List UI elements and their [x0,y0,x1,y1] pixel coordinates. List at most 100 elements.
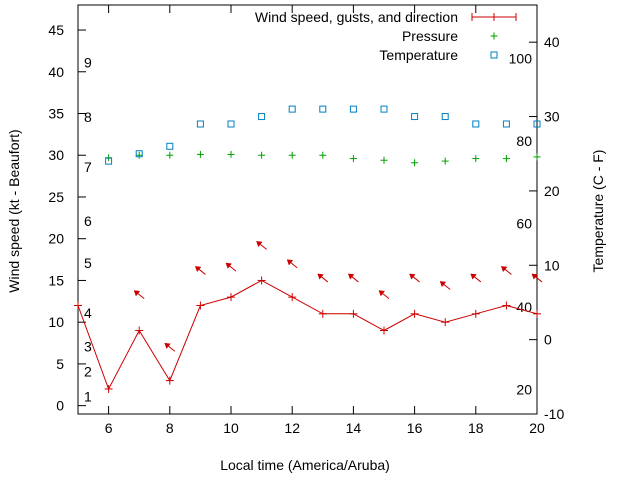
wind-direction-arrow [225,262,237,272]
wind-speed-point [74,301,82,310]
wind-direction-arrow [133,290,145,300]
pressure-point [288,151,296,159]
wind-speed-point [104,384,113,393]
beaufort-label: 3 [84,338,92,354]
fahrenheit-label: 100 [509,51,533,67]
wind-direction-arrow [348,273,359,283]
x-tick-label: 14 [346,420,362,436]
wind-speed-line [77,279,538,391]
legend-mark-pressure [490,32,498,40]
pressure-point [135,151,143,159]
pressure-point [227,150,235,158]
pressure-point [441,157,449,165]
temperature-point [502,120,510,128]
beaufort-label: 9 [84,55,92,71]
series [74,105,541,393]
wind-direction-arrow [439,281,451,290]
temperature-point [411,113,419,121]
wind-speed-point [257,276,266,285]
wind-speed-point [349,309,358,318]
fahrenheit-label: 60 [516,216,532,232]
wind-direction-arrow [531,273,543,283]
wind-direction-arrow [256,241,267,250]
x-tick-label: 16 [407,420,423,436]
y-tick-label: 20 [48,231,64,247]
y2-axis-title: Temperature (C - F) [590,150,606,273]
x-tick-label: 12 [284,420,300,436]
temperature-point [105,157,113,165]
y2-tick-label: 0 [544,332,552,348]
wind-direction-arrow [164,342,176,352]
legend-marks [471,13,517,59]
y-tick-label: 0 [56,398,64,414]
beaufort-label: 1 [84,388,92,404]
wind-speed-point [410,309,419,318]
y-tick-label: 40 [48,64,64,80]
temperature-point [288,105,296,113]
temperature-point [472,120,480,128]
temperature-point [380,105,388,113]
y-tick-label: 5 [56,356,64,372]
pressure-point [502,155,510,163]
beaufort-label: 7 [84,159,92,175]
beaufort-label: 8 [84,109,92,125]
temperature-point [135,150,143,158]
wind-speed-point [227,293,235,302]
pressure-point [196,150,204,158]
y2-tick-label: 40 [544,34,560,50]
wind-speed-point [196,301,205,310]
wind-direction-arrow [501,266,512,275]
y2-tick-label: 10 [544,257,560,273]
pressure-point [349,155,357,163]
beaufort-scale: 1 2 3 4 5 6 7 8 9 [84,55,92,405]
legend-mark-temperature [490,51,498,59]
fahrenheit-label: 80 [516,133,532,149]
y-tick-label: 45 [48,22,64,38]
y-axis: 0 5 10 15 20 25 30 35 40 45 [48,22,86,414]
pressure-point [411,159,419,167]
y-tick-label: 15 [48,272,64,288]
temperature-point [441,113,449,121]
plot-frame [77,4,538,415]
wind-speed-point [471,309,480,318]
fahrenheit-label: 20 [516,381,532,397]
y-tick-label: 10 [48,314,64,330]
temperature-point [227,120,235,128]
wind-speed-point [441,318,450,327]
wind-speed-point [380,326,388,335]
wind-speed-point [533,309,541,318]
beaufort-label: 4 [84,305,92,321]
beaufort-label: 6 [84,213,92,229]
pressure-point [258,151,266,159]
wind-direction-arrow [195,266,206,275]
wind-direction-arrow [378,290,390,300]
temperature-point [349,105,357,113]
y-tick-label: 25 [48,189,64,205]
x-tick-label: 6 [105,420,113,436]
x-axis-title: Local time (America/Aruba) [220,457,390,473]
wind-speed-point [288,293,297,302]
temperature-point [533,120,541,128]
wind-speed-point [502,301,511,310]
wind-speed-point [318,309,327,318]
wind-direction-arrow [286,259,298,269]
y2-tick-label: -10 [544,406,564,422]
beaufort-label: 5 [84,255,92,271]
fahrenheit-scale: 20 40 60 80 100 [509,51,533,398]
y2-tick-label: 20 [544,183,560,199]
legend-label-wind: Wind speed, gusts, and direction [255,9,458,25]
x-tick-label: 20 [529,420,545,436]
temperature-point [258,113,266,121]
y2-tick-label: 30 [544,109,560,125]
x-tick-label: 8 [166,420,174,436]
pressure-point [319,151,327,159]
pressure-point [472,155,480,163]
wind-direction-arrow [409,273,420,283]
pressure-point [533,153,541,161]
temperature-point [166,142,174,150]
y2-axis: -10 0 10 20 30 40 [529,34,564,422]
x-tick-label: 10 [223,420,239,436]
beaufort-label: 2 [84,363,92,379]
x-axis: 6 8 10 12 14 16 18 20 [105,5,545,436]
